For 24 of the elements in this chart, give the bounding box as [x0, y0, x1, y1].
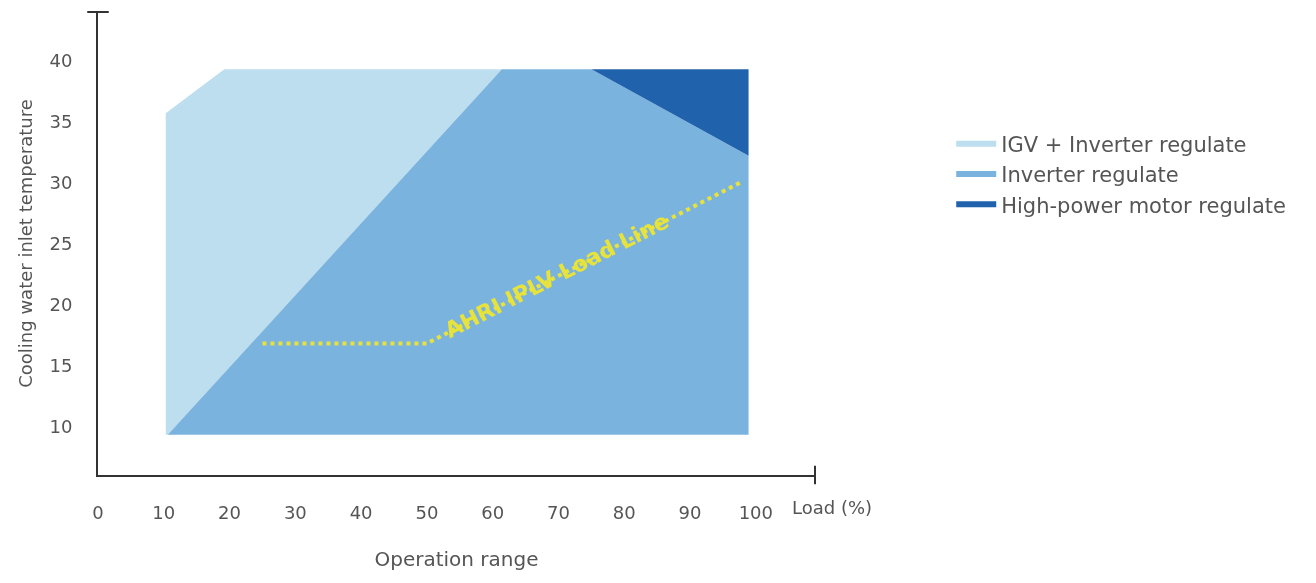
- legend-label: Inverter regulate: [1001, 163, 1179, 188]
- x-tick-label: 60: [481, 501, 505, 523]
- y-tick-label: 15: [49, 354, 73, 376]
- y-tick-label: 10: [49, 415, 73, 437]
- y-tick-label: 35: [49, 110, 73, 132]
- x-tick-label: 80: [612, 501, 636, 523]
- x-tick-label: 30: [283, 501, 307, 523]
- text: Load (%): [792, 497, 873, 518]
- y-tick-label: 25: [49, 232, 73, 254]
- x-tick-label: 0: [92, 501, 104, 523]
- x-tick-label: 90: [678, 501, 702, 523]
- x-tick-label: 10: [152, 501, 176, 523]
- y-tick-label: 20: [49, 293, 73, 315]
- legend-label: High-power motor regulate: [1001, 193, 1286, 218]
- x-axis-title: Operation range: [374, 546, 539, 571]
- x-tick-label: 100: [738, 501, 773, 523]
- y-tick-label: 30: [49, 171, 73, 193]
- legend-label: IGV + Inverter regulate: [1001, 132, 1247, 157]
- x-tick-label: 70: [547, 501, 570, 523]
- x-tick-label: 40: [349, 501, 373, 523]
- y-tick-label: 40: [49, 50, 73, 72]
- x-tick-label: 50: [415, 501, 439, 523]
- y-axis-title: Cooling water inlet temperature: [15, 99, 37, 388]
- x-tick-label: 20: [218, 501, 242, 523]
